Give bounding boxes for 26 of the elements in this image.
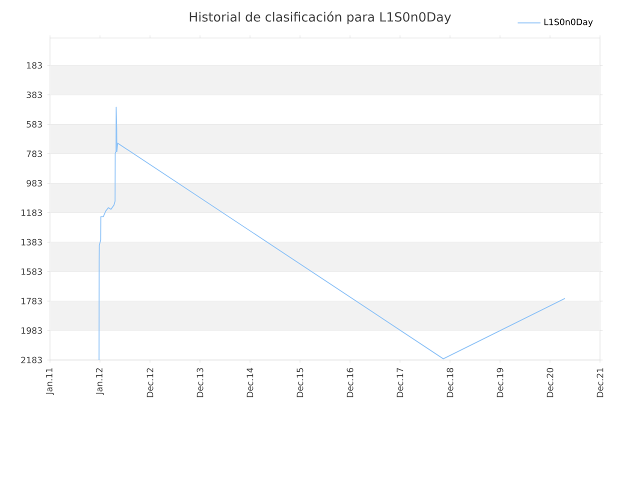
x-tick-label: Dec.16 [346, 368, 354, 398]
y-tick-label: 383 [26, 92, 42, 98]
chart-title: Historial de clasificación para L1S0n0Day [190, 11, 452, 24]
x-tick-label: Jan.11 [46, 368, 54, 395]
y-tick-label: 783 [26, 150, 42, 158]
x-tick-label: Dec.21 [596, 368, 604, 398]
legend-label: L1S0n0Day [544, 18, 593, 27]
y-tick-label: 983 [26, 180, 42, 187]
y-tick-label: 1183 [22, 209, 42, 216]
x-tick-label: Dec.14 [246, 368, 254, 398]
y-tick-label: 2183 [21, 356, 42, 364]
y-tick-label: 1583 [22, 268, 42, 275]
x-tick-label: Dec.18 [446, 368, 454, 398]
x-tick-label: Dec.12 [146, 368, 154, 398]
line-series [98, 106, 566, 360]
x-tick-label: Dec.13 [196, 368, 204, 398]
x-tick-label: Dec.15 [296, 368, 304, 398]
x-tick-label: Dec.17 [396, 368, 404, 398]
x-tick-label: Jan.12 [96, 368, 104, 395]
y-tick-label: 183 [27, 62, 42, 69]
y-tick-label: 1383 [22, 238, 42, 246]
y-tick-label: 583 [26, 121, 42, 128]
y-tick-label: 1783 [22, 298, 42, 304]
y-tick-label: 1983 [22, 327, 42, 334]
x-tick-label: Dec.20 [546, 368, 554, 398]
x-tick-label: Dec.19 [496, 368, 504, 398]
